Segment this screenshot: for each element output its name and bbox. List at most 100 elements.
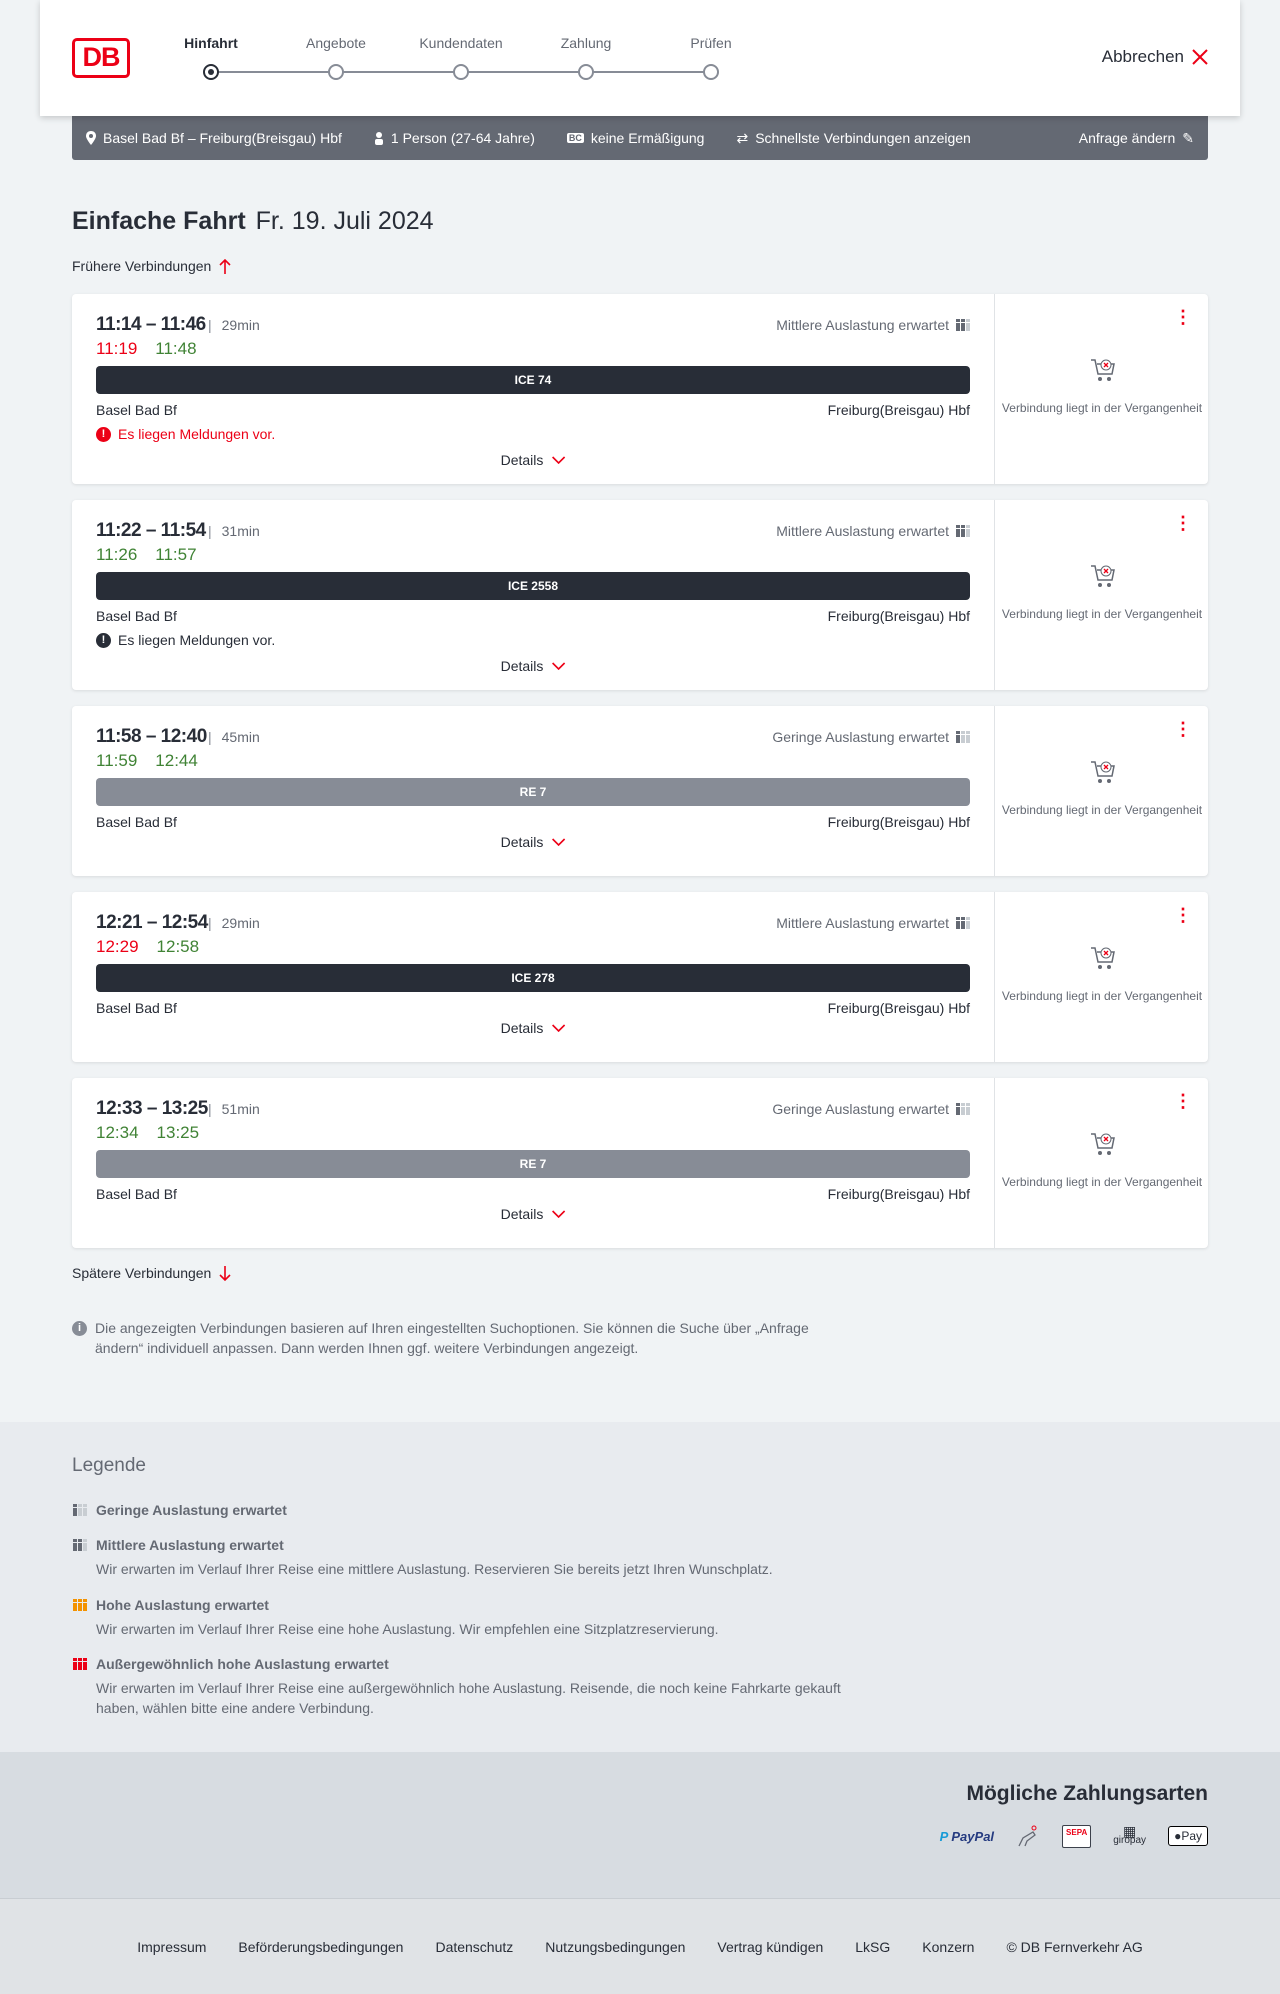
planned-times: 12:33 – 13:25 — [96, 1098, 208, 1119]
step-indicator[interactable] — [578, 64, 594, 80]
occupancy-text: Mittlere Auslastung erwartet — [776, 317, 949, 333]
train-bar[interactable]: ICE 278 — [96, 964, 970, 992]
footer-link[interactable]: Datenschutz — [435, 1938, 514, 1955]
info-icon: i — [72, 1321, 87, 1336]
details-toggle[interactable]: Details — [501, 834, 566, 850]
payment-title: Mögliche Zahlungsarten — [966, 1782, 1208, 1805]
cart-unavailable-icon — [1091, 359, 1115, 381]
connection-card[interactable]: 11:14 – 11:46 | 29min 11:19 11:48 Mittlere… — [72, 294, 1208, 484]
discount-text: keine Ermäßigung — [590, 130, 705, 146]
details-label: Details — [500, 452, 544, 468]
past-connection-text: Verbindung liegt in der Vergangenheit — [1001, 607, 1203, 621]
chevron-down-icon — [551, 1024, 565, 1032]
origin-station: Basel Bad Bf — [96, 1186, 177, 1202]
footer-link[interactable]: Konzern — [922, 1938, 975, 1955]
more-options-icon[interactable]: ⋮ — [1174, 307, 1192, 327]
footer-link[interactable]: Nutzungsbedingungen — [545, 1938, 686, 1955]
footer-link[interactable]: Beförderungsbedingungen — [238, 1938, 404, 1955]
fastest-connections-toggle[interactable]: Schnellste Verbindungen anzeigen — [755, 130, 971, 146]
duration: | 51min — [208, 1101, 260, 1117]
connection-card[interactable]: 12:21 – 12:54 | 29min 12:29 12:58 Mittlere… — [72, 892, 1208, 1062]
planned-times: 11:22 – 11:54 — [96, 520, 206, 541]
step-label-1: Angebote — [306, 35, 366, 51]
details-label: Details — [500, 1206, 544, 1222]
later-connections-link[interactable]: Spätere Verbindungen — [72, 1265, 231, 1281]
train-bar[interactable]: ICE 2558 — [96, 572, 970, 600]
db-logo[interactable]: DB — [72, 38, 130, 78]
details-label: Details — [500, 834, 544, 850]
more-options-icon[interactable]: ⋮ — [1174, 905, 1192, 925]
message-text: Es liegen Meldungen vor. — [118, 426, 276, 442]
legend-item-title: Geringe Auslastung erwartet — [96, 1502, 287, 1518]
booking-panel: ⋮ Verbindung liegt in der Vergangenheit — [994, 706, 1208, 876]
more-options-icon[interactable]: ⋮ — [1174, 513, 1192, 533]
train-bar[interactable]: RE 7 — [96, 778, 970, 806]
arrow-up-icon — [219, 258, 231, 274]
info-note: i Die angezeigten Verbindungen basieren … — [72, 1318, 852, 1358]
edit-request-button[interactable]: Anfrage ändern ✎ — [1079, 130, 1194, 147]
step-indicator[interactable] — [453, 64, 469, 80]
route-text: Basel Bad Bf – Freiburg(Breisgau) Hbf — [103, 130, 342, 146]
legend-item-title: Außergewöhnlich hohe Auslastung erwartet — [96, 1656, 389, 1672]
realtime-arrival: 12:58 — [156, 937, 200, 956]
sepa-logo: SEPA — [1062, 1824, 1092, 1848]
footer-link[interactable]: Vertrag kündigen — [717, 1938, 824, 1955]
legend-item: Geringe Auslastung erwartet — [72, 1502, 287, 1518]
step-label-0: Hinfahrt — [184, 35, 238, 51]
realtime-departure: 11:59 — [96, 751, 138, 770]
legend-item: Mittlere Auslastung erwartet Wir erwarten… — [72, 1537, 876, 1579]
legend-item-desc: Wir erwarten im Verlauf Ihrer Reise eine… — [96, 1621, 719, 1637]
connection-card[interactable]: 11:58 – 12:40 | 45min 11:59 12:44 Geringe … — [72, 706, 1208, 876]
earlier-connections-link[interactable]: Frühere Verbindungen — [72, 258, 231, 274]
legend-item: Hohe Auslastung erwartet Wir erwarten im … — [72, 1597, 876, 1639]
occupancy-text: Mittlere Auslastung erwartet — [776, 915, 949, 931]
more-options-icon[interactable]: ⋮ — [1174, 1091, 1192, 1111]
train-bar[interactable]: ICE 74 — [96, 366, 970, 394]
details-toggle[interactable]: Details — [501, 658, 566, 674]
past-connection-text: Verbindung liegt in der Vergangenheit — [1001, 803, 1203, 817]
bahncard-icon: BC — [566, 133, 584, 143]
trip-date: Fr. 19. Juli 2024 — [255, 207, 434, 235]
connection-card[interactable]: 12:33 – 13:25 | 51min 12:34 13:25 Geringe … — [72, 1078, 1208, 1248]
person-icon — [374, 131, 383, 145]
footer-link: © DB Fernverkehr AG — [1006, 1938, 1143, 1955]
planned-times: 11:14 – 11:46 — [96, 314, 206, 335]
cart-unavailable-icon — [1091, 947, 1115, 969]
train-bar[interactable]: RE 7 — [96, 1150, 970, 1178]
footer-link[interactable]: LkSG — [855, 1938, 891, 1955]
details-toggle[interactable]: Details — [501, 1206, 566, 1222]
step-indicator[interactable] — [328, 64, 344, 80]
message-notice: ! Es liegen Meldungen vor. — [96, 632, 275, 648]
step-indicator[interactable] — [703, 64, 719, 80]
occupancy-text: Geringe Auslastung erwartet — [772, 729, 949, 745]
payment-section: Mögliche Zahlungsarten P PayPal SEPA ▦ gi… — [0, 1752, 1280, 1898]
occupancy-icon — [956, 319, 970, 331]
duration: | 29min — [208, 915, 260, 931]
cart-unavailable-icon — [1091, 761, 1115, 783]
chevron-down-icon — [551, 1210, 565, 1218]
realtime-arrival: 11:48 — [155, 339, 197, 358]
chevron-down-icon — [551, 456, 565, 464]
details-toggle[interactable]: Details — [501, 1020, 566, 1036]
load-high-icon — [73, 1599, 87, 1611]
legend-item: Außergewöhnlich hohe Auslastung erwartet… — [72, 1656, 876, 1718]
message-text: Es liegen Meldungen vor. — [118, 632, 276, 648]
alert-icon: ! — [96, 632, 111, 648]
realtime-arrival: 12:44 — [155, 751, 198, 770]
past-connection-text: Verbindung liegt in der Vergangenheit — [1001, 401, 1203, 415]
more-options-icon[interactable]: ⋮ — [1174, 719, 1192, 739]
step-label-3: Zahlung — [560, 35, 612, 51]
earlier-label: Frühere Verbindungen — [72, 258, 212, 274]
footer-link[interactable]: Impressum — [137, 1938, 207, 1955]
cancel-button[interactable]: Abbrechen — [1102, 47, 1208, 67]
duration: | 45min — [208, 729, 260, 745]
connection-card[interactable]: 11:22 – 11:54 | 31min 11:26 11:57 Mittlere… — [72, 500, 1208, 690]
details-toggle[interactable]: Details — [501, 452, 566, 468]
occupancy-icon — [956, 1103, 970, 1115]
planned-times: 12:21 – 12:54 — [96, 912, 208, 933]
destination-station: Freiburg(Breisgau) Hbf — [827, 608, 970, 624]
destination-station: Freiburg(Breisgau) Hbf — [827, 814, 970, 830]
realtime-arrival: 13:25 — [156, 1123, 200, 1142]
load-medium-icon — [73, 1539, 87, 1551]
occupancy-icon — [956, 525, 970, 537]
